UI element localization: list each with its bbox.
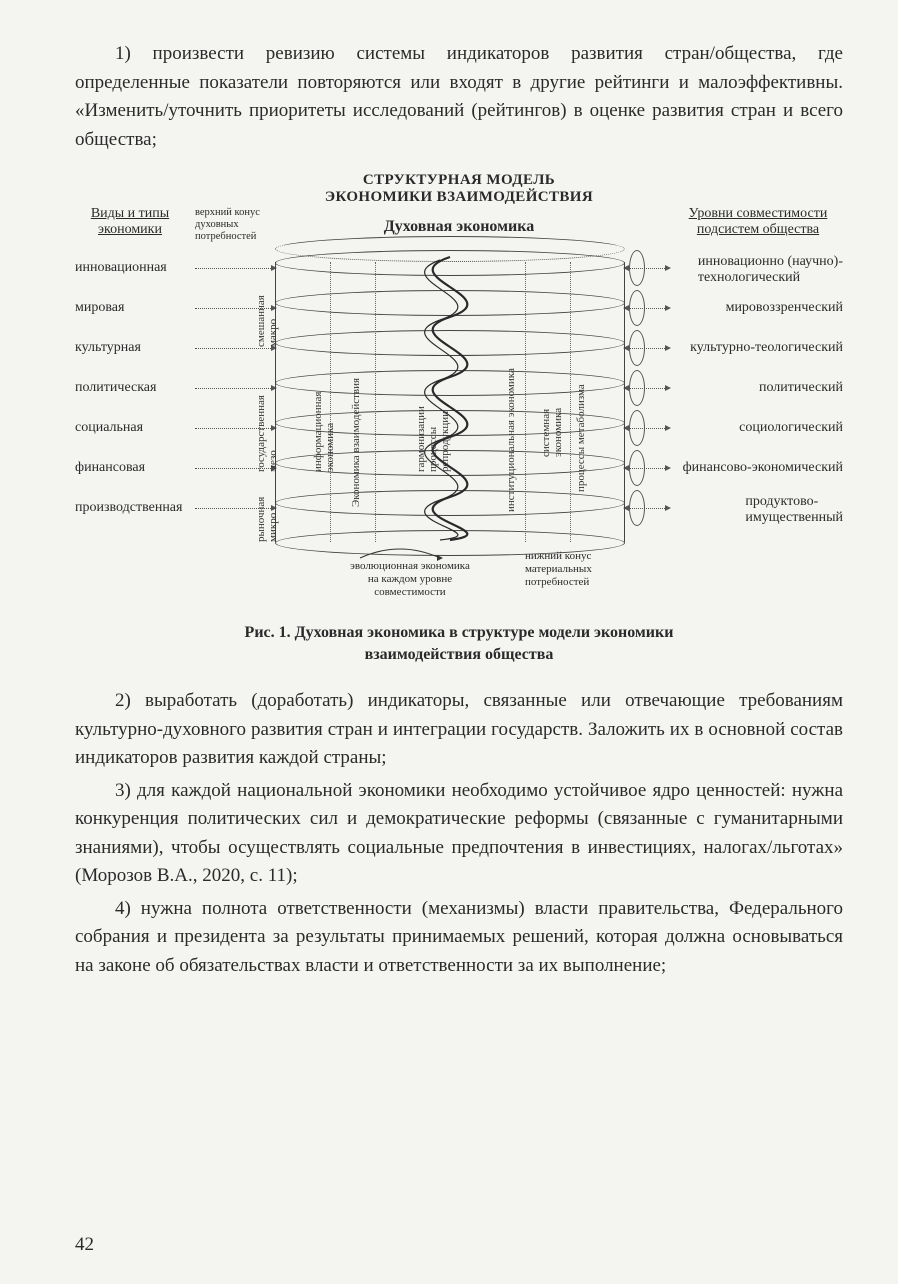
- paragraph-2: 2) выработать (доработать) индикаторы, с…: [75, 687, 843, 773]
- paragraph-4: 4) нужна полнота ответственности (механи…: [75, 895, 843, 981]
- side-ellipse: [629, 330, 645, 366]
- figure-title-1: СТРУКТУРНАЯ МОДЕЛЬ: [75, 172, 843, 189]
- right-row-6: продуктово-имущественный: [745, 494, 843, 526]
- col-header-left: Виды и типыэкономики: [75, 206, 185, 238]
- left-row-5: финансовая: [75, 460, 145, 476]
- right-row-2: культурно-теологический: [690, 340, 843, 356]
- side-ellipse: [629, 250, 645, 286]
- side-ellipse: [629, 490, 645, 526]
- side-ellipse: [629, 290, 645, 326]
- side-ellipse: [629, 370, 645, 406]
- vlabel-metab: процессы метаболизма: [575, 384, 587, 492]
- vlabel-info: информационнаяэкономика: [312, 392, 336, 473]
- left-row-6: производственная: [75, 500, 182, 516]
- vlabel-gos: государственнаямезо: [255, 395, 279, 472]
- left-row-0: инновационная: [75, 260, 167, 276]
- col-header-right: Уровни совместимостиподсистем общества: [673, 206, 843, 238]
- vlabel-sist: системнаяэкономика: [540, 408, 564, 457]
- left-row-3: политическая: [75, 380, 156, 396]
- vlabel-garm: гармонизациипроцессырепродукции: [415, 406, 451, 472]
- figure-1: СТРУКТУРНАЯ МОДЕЛЬ ЭКОНОМИКИ ВЗАИМОДЕЙСТ…: [75, 172, 843, 612]
- right-row-1: мировоззренческий: [726, 300, 843, 316]
- right-row-0: инновационно (научно)-технологический: [698, 254, 843, 286]
- right-row-4: социологический: [739, 420, 843, 436]
- paragraph-3: 3) для каждой национальной экономики нео…: [75, 777, 843, 891]
- paragraph-1: 1) произвести ревизию системы индикаторо…: [75, 40, 843, 154]
- vlabel-rynochnaya: рыночнаямикро: [255, 497, 279, 542]
- right-row-3: политический: [759, 380, 843, 396]
- top-cone-note: верхний конусдуховныхпотребностей: [195, 207, 260, 243]
- figure-center-label: Духовная экономика: [384, 218, 534, 236]
- figure-title-2: ЭКОНОМИКИ ВЗАИМОДЕЙСТВИЯ: [75, 189, 843, 206]
- left-row-1: мировая: [75, 300, 124, 316]
- side-ellipse: [629, 410, 645, 446]
- bottom-note-right: нижний конусматериальныхпотребностей: [525, 550, 635, 590]
- right-row-5: финансово-экономический: [683, 460, 843, 476]
- vlabel-ekon-vz: Экономика взаимодействия: [350, 378, 362, 507]
- vlabel-smeshannaya: смешаннаямакро: [255, 295, 279, 347]
- side-ellipse: [629, 450, 645, 486]
- page-number: 42: [75, 1234, 94, 1256]
- bottom-note-left: эволюционная экономикана каждом уровнесо…: [315, 560, 505, 600]
- left-row-4: социальная: [75, 420, 143, 436]
- left-row-2: культурная: [75, 340, 141, 356]
- figure-caption: Рис. 1. Духовная экономика в структуре м…: [75, 622, 843, 665]
- vlabel-inst: институциональная экономика: [505, 368, 517, 512]
